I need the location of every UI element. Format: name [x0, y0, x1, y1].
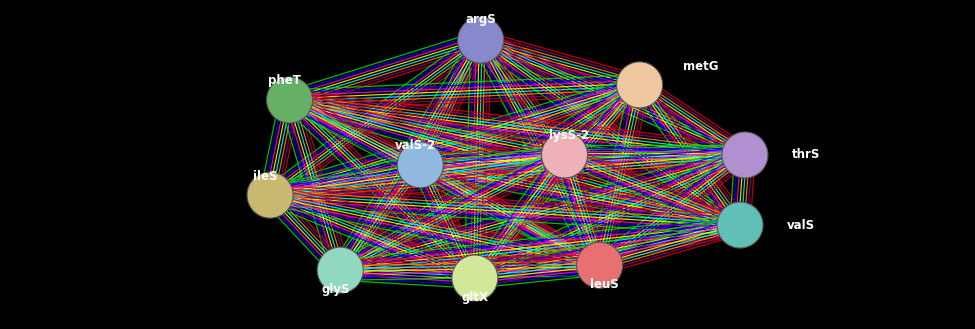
Text: gltX: gltX	[461, 291, 488, 304]
Ellipse shape	[576, 242, 623, 288]
Ellipse shape	[317, 247, 364, 293]
Text: pheT: pheT	[268, 74, 301, 87]
Text: valS-2: valS-2	[395, 139, 436, 152]
Text: valS: valS	[787, 218, 815, 232]
Ellipse shape	[266, 77, 313, 123]
Text: metG: metG	[683, 60, 719, 73]
Ellipse shape	[451, 255, 498, 301]
Text: glyS: glyS	[321, 283, 350, 296]
Ellipse shape	[457, 17, 504, 63]
Text: thrS: thrS	[792, 148, 820, 162]
Text: lysS-2: lysS-2	[549, 129, 590, 142]
Ellipse shape	[247, 172, 293, 218]
Ellipse shape	[541, 132, 588, 178]
Ellipse shape	[616, 62, 663, 108]
Ellipse shape	[722, 132, 768, 178]
Text: ileS: ileS	[253, 169, 278, 183]
Text: leuS: leuS	[590, 278, 619, 291]
Ellipse shape	[717, 202, 763, 248]
Text: argS: argS	[465, 13, 496, 26]
Ellipse shape	[397, 142, 444, 188]
